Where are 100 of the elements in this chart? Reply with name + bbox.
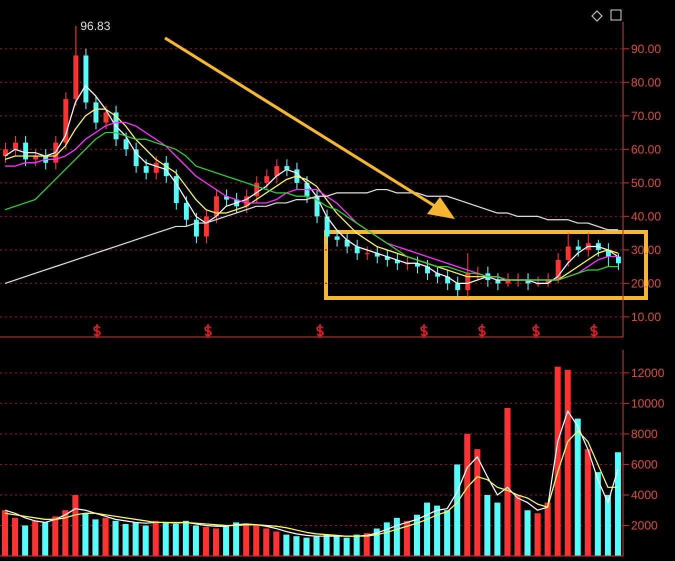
y-tick-label: 80.00 [631, 76, 662, 90]
bar [564, 370, 571, 556]
y-tick-label: 40.00 [631, 210, 662, 224]
candlestick [144, 158, 149, 180]
bar [604, 494, 611, 556]
candlestick [495, 272, 500, 291]
bar [434, 506, 440, 556]
y-tick-label: 8000 [631, 427, 658, 442]
bar [474, 449, 480, 556]
bar [484, 494, 490, 556]
bar [2, 510, 8, 556]
bar [303, 538, 310, 556]
candlestick [566, 232, 571, 268]
candlestick [364, 246, 370, 260]
bar [283, 534, 290, 556]
y-tick-label: 60.00 [631, 142, 662, 157]
candlestick [425, 259, 430, 281]
candlestick [104, 105, 108, 130]
bar [223, 525, 230, 556]
candlestick [204, 209, 209, 244]
bar [444, 510, 450, 556]
candlestick [194, 212, 199, 244]
line-series [4, 430, 619, 537]
bar [152, 520, 159, 556]
bar [293, 536, 300, 556]
candlestick [13, 135, 18, 157]
candlestick [284, 158, 290, 177]
y-tick-label: 4000 [631, 488, 658, 502]
bar [82, 513, 88, 556]
bar [374, 528, 380, 556]
bar [253, 525, 260, 556]
candlestick [324, 209, 330, 244]
y-tick-label: 10000 [631, 396, 665, 411]
bar [243, 524, 250, 556]
bar [142, 525, 149, 556]
bar [544, 502, 551, 556]
bar [394, 518, 400, 556]
candlestick [124, 132, 129, 157]
bar [424, 502, 430, 556]
candlestick [334, 229, 340, 248]
bar [554, 366, 561, 556]
annotation: 96.83 [80, 19, 111, 34]
y-tick-label: 12000 [631, 366, 665, 380]
bar [534, 513, 541, 556]
bar [92, 519, 98, 556]
bar [384, 522, 390, 556]
candlestick [33, 148, 38, 167]
y-tick-label: 10.00 [631, 310, 662, 324]
candlestick [184, 196, 189, 227]
y-tick-label: 2000 [631, 518, 658, 533]
candlestick [134, 142, 139, 174]
bar [574, 418, 581, 556]
candlestick [214, 189, 219, 224]
bar [132, 522, 139, 556]
bar [162, 522, 169, 556]
bar [344, 538, 350, 556]
bar [192, 525, 199, 556]
bar [414, 514, 420, 556]
bar [42, 522, 48, 556]
bar [614, 452, 621, 556]
candlestick [93, 95, 98, 130]
candlestick [616, 252, 621, 270]
bar [202, 527, 209, 556]
candlestick [264, 168, 270, 190]
bar [504, 408, 510, 556]
candlestick [576, 239, 581, 258]
candlestick [505, 272, 510, 288]
bar [494, 502, 500, 556]
bar [22, 525, 28, 556]
bar [233, 522, 240, 556]
bar [12, 518, 18, 556]
y-tick-label: 90.00 [631, 42, 662, 56]
bar [273, 532, 280, 556]
bar [584, 449, 591, 556]
line-series [4, 410, 619, 537]
bar [32, 520, 38, 556]
bar [514, 494, 520, 556]
bar [334, 536, 340, 556]
bar [263, 528, 270, 556]
bar [213, 528, 220, 556]
bar [72, 494, 78, 556]
bar [464, 434, 470, 556]
bar [122, 524, 129, 556]
y-tick-label: 70.00 [631, 109, 662, 124]
line-series [4, 188, 619, 284]
bar [172, 524, 179, 556]
bar [354, 534, 360, 556]
candlestick [274, 158, 280, 184]
bar [524, 510, 531, 556]
candlestick [455, 276, 460, 298]
y-tick-label: 50.00 [631, 176, 662, 190]
bar [52, 516, 58, 556]
candlestick [445, 269, 450, 291]
y-tick-label: 6000 [631, 458, 658, 472]
bar [454, 464, 460, 556]
bar [182, 520, 189, 556]
bar [594, 472, 601, 556]
bar [314, 536, 320, 556]
bar [112, 520, 119, 556]
bar [102, 518, 108, 556]
